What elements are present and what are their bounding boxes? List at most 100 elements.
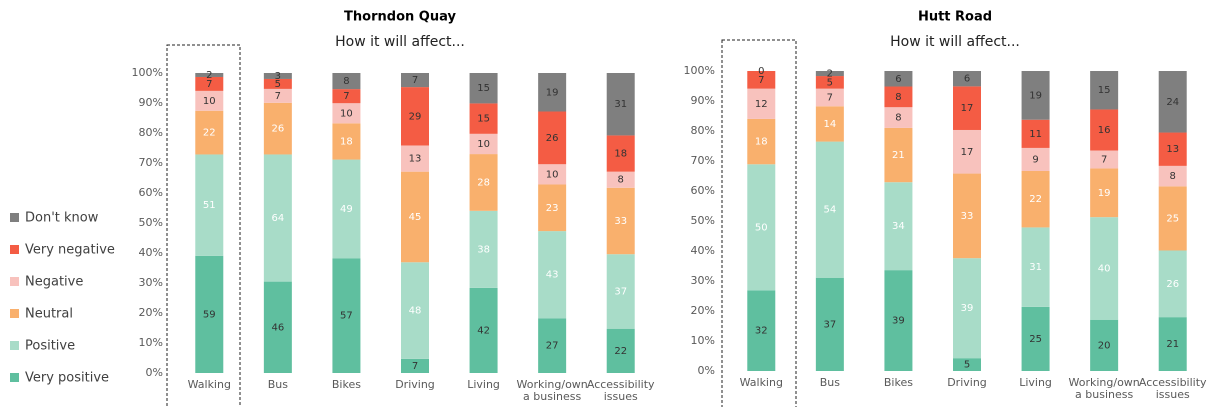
data-label: 64 — [271, 213, 284, 224]
data-label: 51 — [203, 200, 216, 211]
x-label-box: Accessibility issues — [586, 379, 655, 403]
data-label: 33 — [961, 211, 974, 222]
y-tick-label: 50% — [139, 216, 163, 229]
y-tick-label: 0% — [146, 366, 163, 379]
data-label: 7 — [1101, 154, 1107, 165]
data-label: 33 — [614, 216, 627, 227]
data-label: 8 — [895, 92, 901, 103]
legend-label: Don't know — [25, 211, 99, 226]
x-label-box: Working/own a business — [1069, 377, 1140, 401]
data-label: 2 — [206, 70, 212, 81]
y-tick-label: 10% — [139, 336, 163, 349]
bar-segment — [538, 111, 567, 165]
bar-segment — [538, 164, 567, 185]
data-label: 23 — [546, 203, 559, 214]
data-label: 20 — [1098, 340, 1111, 351]
bar-segment — [953, 358, 981, 371]
y-tick-label: 60% — [139, 186, 163, 199]
data-label: 12 — [755, 99, 768, 110]
data-label: 37 — [614, 286, 627, 297]
x-label-box: Working/own a business — [517, 379, 588, 403]
bar-segment — [953, 173, 981, 259]
y-tick-label: 0% — [698, 364, 715, 377]
legend-label: Positive — [25, 339, 75, 354]
data-label: 10 — [477, 139, 490, 150]
data-label: 7 — [343, 91, 349, 102]
data-label: 39 — [892, 316, 905, 327]
bar-segment — [332, 159, 361, 259]
data-label: 8 — [618, 175, 624, 186]
bar-segment — [469, 154, 498, 211]
legend-swatch — [10, 213, 19, 222]
data-label: 31 — [1029, 262, 1042, 273]
bar-segment — [195, 110, 224, 155]
bar-segment — [1158, 317, 1187, 371]
chart-title: Thorndon Quay — [344, 10, 456, 25]
x-label-box: Accessibility issues — [1138, 377, 1207, 401]
data-label: 48 — [409, 306, 422, 317]
bar-segment — [884, 270, 913, 371]
legend-swatch — [10, 245, 19, 254]
legend-label: Negative — [25, 275, 83, 290]
bar-segment — [815, 277, 844, 371]
bar-segment — [401, 73, 429, 88]
bar-segment — [953, 258, 981, 359]
bar-segment — [469, 133, 498, 155]
x-tick-label: Driving — [395, 379, 435, 391]
bar-segment — [401, 87, 429, 146]
legend-swatch — [10, 277, 19, 286]
y-tick-label: 20% — [691, 304, 715, 317]
data-label: 7 — [758, 75, 764, 86]
bar-segment — [538, 184, 567, 232]
y-tick-label: 80% — [139, 126, 163, 139]
data-label: 8 — [343, 76, 349, 87]
y-tick-label: 80% — [691, 124, 715, 137]
bar-segment — [884, 86, 913, 108]
bar-segment — [1021, 306, 1050, 371]
legend-label: Very negative — [25, 243, 115, 258]
data-label: 57 — [340, 311, 353, 322]
bar-segment — [953, 86, 981, 130]
x-tick-label: Living — [1019, 377, 1052, 389]
data-label: 34 — [892, 221, 905, 232]
y-tick-label: 40% — [691, 244, 715, 257]
data-label: 7 — [827, 92, 833, 103]
bar-segment — [606, 328, 635, 373]
data-label: 13 — [1166, 144, 1179, 155]
data-label: 5 — [964, 360, 970, 371]
bar-segment — [606, 254, 635, 329]
bar-segment — [1090, 109, 1119, 151]
bar-segment — [815, 71, 844, 77]
legend-swatch — [10, 373, 19, 382]
bar-segment — [747, 290, 776, 371]
bar-segment — [469, 210, 498, 288]
chart-subtitle: How it will affect... — [890, 34, 1020, 50]
bar-segment — [1090, 217, 1119, 320]
data-label: 27 — [546, 341, 559, 352]
bar-segment — [195, 154, 224, 256]
data-label: 9 — [1032, 154, 1038, 165]
y-tick-label: 50% — [691, 214, 715, 227]
data-label: 19 — [1029, 90, 1042, 101]
data-label: 26 — [1166, 279, 1179, 290]
bar-segment — [884, 182, 913, 271]
bar-segment — [195, 76, 224, 91]
data-label: 46 — [271, 322, 284, 333]
bar-segment — [606, 187, 635, 255]
x-tick-label: Accessibility issues — [1138, 377, 1207, 401]
bar-segment — [606, 73, 635, 136]
data-label: 40 — [1098, 263, 1111, 274]
data-label: 2 — [827, 69, 833, 80]
bar-segment — [1021, 227, 1050, 307]
x-tick-label: Bus — [819, 377, 840, 389]
data-label: 19 — [1098, 188, 1111, 199]
bar-segment — [263, 102, 292, 155]
data-label: 7 — [412, 75, 418, 86]
bar-segment — [195, 255, 224, 373]
data-label: 38 — [477, 244, 490, 255]
x-tick-label: Accessibility issues — [586, 379, 655, 403]
data-label: 15 — [477, 114, 490, 125]
data-label: 0 — [758, 66, 764, 77]
bar-segment — [538, 231, 567, 319]
